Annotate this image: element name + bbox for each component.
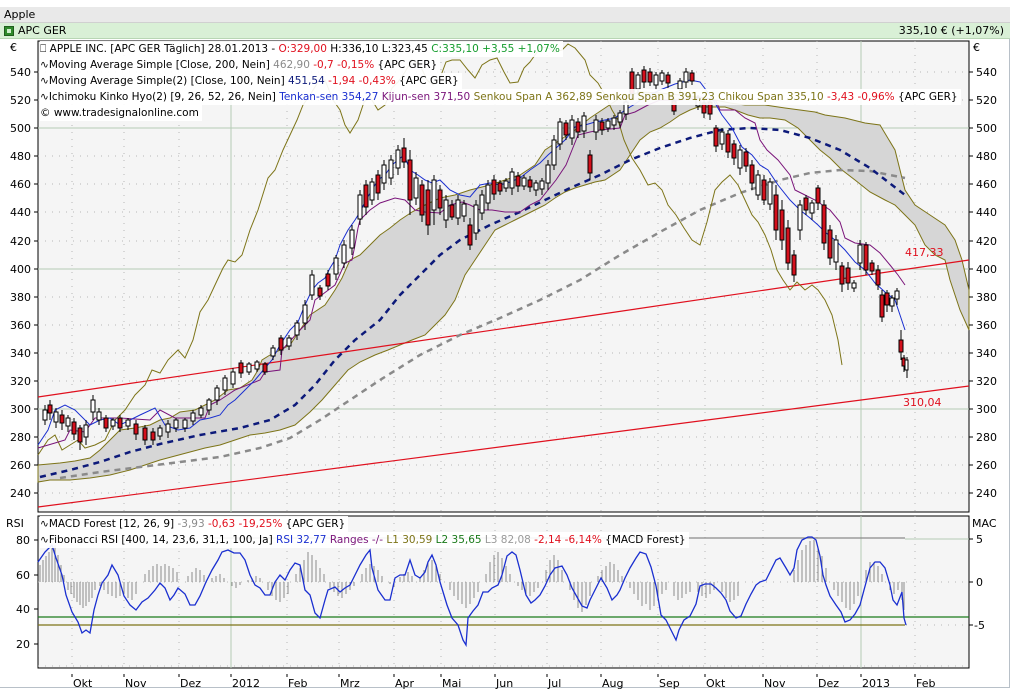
svg-text:300: 300: [10, 403, 31, 416]
lower-channel-label: 310,04: [903, 396, 942, 409]
svg-text:480: 480: [10, 150, 31, 163]
svg-text:460: 460: [10, 178, 31, 191]
indicator-icon: ∿: [40, 75, 49, 87]
right-price-axis: € 540 520 500 480 460 440 420 400 380 360 340 32…: [973, 41, 997, 500]
indicator-icon: ∿: [40, 518, 49, 530]
svg-text:260: 260: [10, 459, 31, 472]
svg-text:360: 360: [976, 319, 997, 332]
svg-text:Okt: Okt: [73, 677, 93, 690]
rsi-legend[interactable]: ∿Fibonacci RSI [400, 14, 23,6, 31,1, 100…: [40, 532, 689, 548]
svg-text:Mai: Mai: [442, 677, 461, 690]
svg-text:240: 240: [976, 487, 997, 500]
svg-text:60: 60: [16, 569, 30, 582]
svg-text:520: 520: [976, 94, 997, 107]
indicator-icon: ∿: [40, 59, 49, 71]
svg-text:380: 380: [976, 291, 997, 304]
svg-text:Okt: Okt: [706, 677, 726, 690]
svg-text:440: 440: [10, 206, 31, 219]
candles: [42, 66, 909, 450]
svg-text:480: 480: [976, 150, 997, 163]
macd-legend[interactable]: ∿MACD Forest [12, 26, 9] -3,93 -0,63 -19…: [40, 516, 349, 532]
ma200-legend[interactable]: ∿Moving Average Simple [Close, 200, Nein…: [40, 57, 441, 73]
svg-text:260: 260: [976, 459, 997, 472]
svg-text:80: 80: [16, 534, 30, 547]
symbol-price: 335,10 € (+1,07%): [898, 24, 1004, 37]
svg-text:340: 340: [10, 347, 31, 360]
main-legend: ⎕ APPLE INC. [APC GER Täglich] 28.01.201…: [40, 41, 961, 121]
chikou-span-line: [37, 43, 843, 456]
svg-text:Feb: Feb: [916, 677, 935, 690]
svg-text:RSI: RSI: [6, 517, 24, 530]
svg-text:320: 320: [976, 375, 997, 388]
ma200-line: [59, 168, 906, 480]
time-axis: Okt Nov Dez 2012 Feb Mrz Apr Mai Jun Jul Aug Sep…: [73, 677, 935, 690]
svg-text:240: 240: [10, 487, 31, 500]
svg-text:300: 300: [976, 403, 997, 416]
svg-text:Aug: Aug: [602, 677, 623, 690]
ichimoku-cloud: [37, 91, 970, 483]
svg-text:Jul: Jul: [547, 677, 561, 690]
svg-text:2013: 2013: [862, 677, 890, 690]
svg-text:280: 280: [976, 431, 997, 444]
macd-axis: MAC 5 0 -5: [972, 517, 997, 632]
indicator-icon: ∿: [40, 91, 49, 103]
svg-text:420: 420: [10, 235, 31, 248]
lower-legend: ∿MACD Forest [12, 26, 9] -3,93 -0,63 -19…: [40, 516, 689, 548]
svg-text:380: 380: [10, 291, 31, 304]
lower-channel-line[interactable]: [37, 385, 970, 508]
instrument-icon: [4, 26, 14, 36]
svg-text:Feb: Feb: [288, 677, 307, 690]
svg-text:360: 360: [10, 319, 31, 332]
rsi-axis: RSI 80 60 40 20: [6, 517, 30, 651]
svg-text:Nov: Nov: [125, 677, 147, 690]
symbol-name: APC GER: [18, 24, 67, 37]
svg-text:320: 320: [10, 375, 31, 388]
svg-text:400: 400: [10, 263, 31, 276]
price-legend[interactable]: ⎕ APPLE INC. [APC GER Täglich] 28.01.201…: [40, 41, 563, 57]
svg-text:500: 500: [10, 122, 31, 135]
svg-text:400: 400: [976, 263, 997, 276]
svg-text:460: 460: [976, 178, 997, 191]
svg-text:Dez: Dez: [818, 677, 839, 690]
svg-text:5: 5: [976, 533, 983, 546]
left-price-axis: € 540 520 500 480 460 440 420 400 380 360 340 32…: [10, 41, 31, 500]
kijun-sen-line: [37, 96, 906, 449]
svg-text:420: 420: [976, 235, 997, 248]
svg-text:520: 520: [10, 94, 31, 107]
svg-text:-5: -5: [974, 619, 985, 632]
lower-gridlines: [38, 516, 969, 668]
svg-text:20: 20: [16, 638, 30, 651]
svg-text:440: 440: [976, 206, 997, 219]
svg-text:€: €: [973, 41, 980, 54]
svg-text:€: €: [10, 41, 17, 54]
ma100-legend[interactable]: ∿Moving Average Simple(2) [Close, 100, N…: [40, 73, 462, 89]
svg-text:540: 540: [976, 66, 997, 79]
svg-text:Dez: Dez: [180, 677, 201, 690]
svg-text:Mrz: Mrz: [340, 677, 360, 690]
svg-text:340: 340: [976, 347, 997, 360]
upper-channel-label: 417,33: [905, 246, 944, 259]
window-title: Apple: [0, 7, 1010, 23]
svg-text:540: 540: [10, 66, 31, 79]
svg-text:Nov: Nov: [764, 677, 786, 690]
indicator-icon: ∿: [40, 534, 49, 546]
svg-text:Apr: Apr: [395, 677, 415, 690]
upper-channel-line[interactable]: [37, 259, 970, 398]
svg-text:280: 280: [10, 431, 31, 444]
chart-container: [0, 39, 1010, 688]
rsi-line: [37, 536, 907, 648]
svg-text:40: 40: [16, 603, 30, 616]
svg-text:0: 0: [976, 576, 983, 589]
symbol-bar[interactable]: APC GER 335,10 € (+1,07%): [0, 23, 1010, 39]
ma100-line: [39, 126, 906, 479]
ichimoku-legend[interactable]: ∿Ichimoku Kinko Hyo(2) [9, 26, 52, 26, N…: [40, 89, 961, 105]
copyright: © www.tradesignalonline.com: [40, 105, 202, 121]
svg-text:Sep: Sep: [659, 677, 680, 690]
svg-text:2012: 2012: [232, 677, 260, 690]
bar-chart-icon: ⎕: [40, 43, 50, 55]
svg-text:500: 500: [976, 122, 997, 135]
svg-text:MAC: MAC: [972, 517, 997, 530]
svg-text:Jun: Jun: [495, 677, 513, 690]
